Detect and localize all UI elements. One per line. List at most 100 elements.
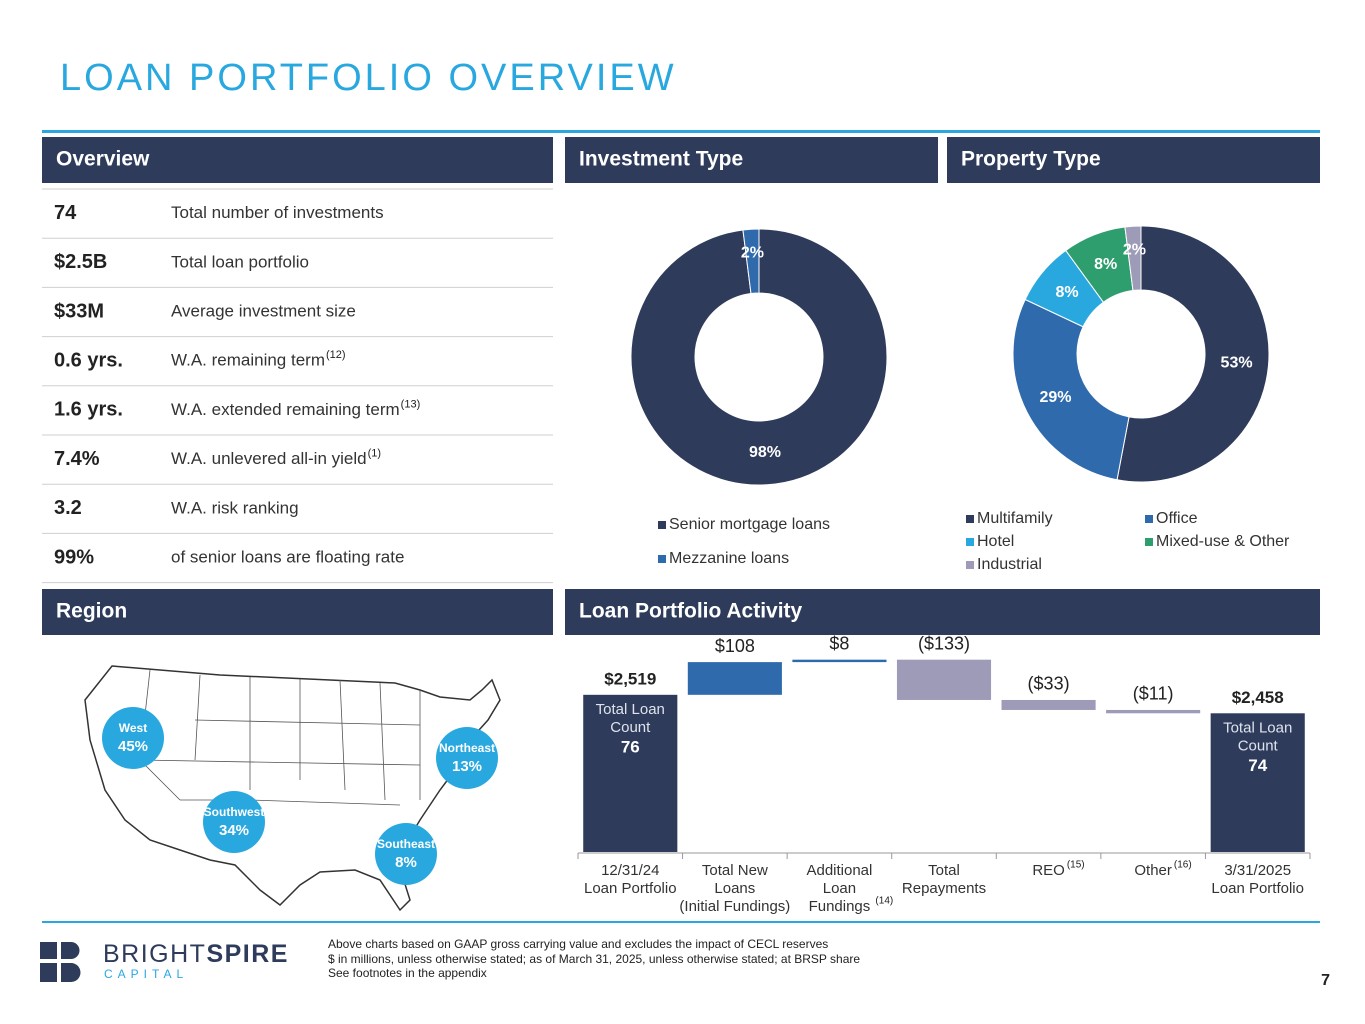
overview-value: $33M xyxy=(54,300,104,322)
overview-value: 3.2 xyxy=(54,497,82,519)
header-box xyxy=(565,589,1320,635)
waterfall-bar xyxy=(1001,699,1096,710)
overview-value: 99% xyxy=(54,546,94,568)
x-tick-label: 12/31/24 Loan Portfolio xyxy=(584,862,677,897)
value-label: $2,458 xyxy=(1232,688,1284,707)
bottom-rule xyxy=(42,921,1320,923)
waterfall-bar xyxy=(792,659,887,663)
legend-swatch xyxy=(966,538,974,546)
legend-label: Office xyxy=(1156,510,1198,527)
overview-value: 7.4% xyxy=(54,448,100,470)
region-name: Southwest xyxy=(204,805,265,819)
count-label: Total Loan Count xyxy=(596,701,665,736)
section-header: Region xyxy=(56,600,127,623)
region-share: 8% xyxy=(395,854,417,871)
section-header: Loan Portfolio Activity xyxy=(579,600,803,623)
donut-slice xyxy=(1116,225,1270,483)
header-box xyxy=(565,137,938,183)
waterfall-bar xyxy=(1106,709,1201,714)
overview-label: of senior loans are floating rate xyxy=(171,547,404,566)
overview-label: Total loan portfolio xyxy=(171,252,309,271)
region-name: Southeast xyxy=(377,837,435,851)
slice-label: 29% xyxy=(1039,389,1071,406)
logo-mark xyxy=(40,942,81,982)
header-box xyxy=(42,137,553,183)
page-number: 7 xyxy=(1321,972,1330,989)
donut-slice xyxy=(1124,225,1142,292)
legend-label: Mixed-use & Other xyxy=(1156,533,1290,550)
region-bubble xyxy=(436,727,498,789)
legend-label: Multifamily xyxy=(977,510,1053,527)
slice-label: 2% xyxy=(1123,241,1146,258)
waterfall-bar xyxy=(896,659,992,700)
overview-value: 0.6 yrs. xyxy=(54,349,123,371)
region-bubble xyxy=(375,823,437,885)
header-box xyxy=(42,589,553,635)
x-tick-label: Additional Loan Fundings xyxy=(806,862,872,915)
us-map xyxy=(84,665,501,912)
overview-label: W.A. remaining term xyxy=(171,351,325,370)
page-title: LOAN PORTFOLIO OVERVIEW xyxy=(60,57,677,99)
legend-swatch xyxy=(658,555,666,563)
overview-label: W.A. extended remaining term xyxy=(171,400,400,419)
footer-note: $ in millions, unless otherwise stated; … xyxy=(328,952,860,966)
waterfall-bar xyxy=(583,694,678,852)
value-label: ($11) xyxy=(1133,684,1174,704)
section-header: Property Type xyxy=(961,148,1101,171)
donut-slice xyxy=(742,228,760,295)
overview-value: 74 xyxy=(54,202,77,224)
logo-spire: SPIRE xyxy=(206,940,289,968)
slice-label: 98% xyxy=(749,444,781,461)
logo-text: BRIGHTSPIRE xyxy=(103,940,289,968)
x-tick-label: REO xyxy=(1032,862,1065,879)
legend-label: Industrial xyxy=(977,556,1042,573)
x-tick-note: (14) xyxy=(875,896,893,907)
value-label: $2,519 xyxy=(604,669,656,688)
value-label: ($133) xyxy=(918,633,970,653)
slice-label: 2% xyxy=(741,244,764,261)
value-label: $108 xyxy=(715,636,755,656)
legend-swatch xyxy=(658,521,666,529)
region-share: 13% xyxy=(452,758,482,775)
legend-swatch xyxy=(1145,538,1153,546)
region-name: West xyxy=(119,721,147,735)
x-tick-note: (15) xyxy=(1067,860,1085,871)
overview-note: (12) xyxy=(326,349,346,361)
value-label: $8 xyxy=(829,633,849,653)
footer-note: See footnotes in the appendix xyxy=(328,966,487,980)
waterfall-bar xyxy=(687,662,782,695)
count-value: 76 xyxy=(621,737,640,756)
legend-swatch xyxy=(966,561,974,569)
x-tick-label: Total Repayments xyxy=(902,862,986,897)
slice-label: 8% xyxy=(1094,256,1117,273)
section-header: Investment Type xyxy=(579,148,743,171)
x-tick-note: (16) xyxy=(1174,860,1192,871)
region-bubble xyxy=(102,707,164,769)
region-bubble xyxy=(203,791,265,853)
waterfall-bar xyxy=(1210,713,1305,852)
legend-swatch xyxy=(966,515,974,523)
overview-label: Total number of investments xyxy=(171,203,384,222)
overview-note: (1) xyxy=(368,448,381,460)
overview-label: W.A. risk ranking xyxy=(171,498,299,517)
slice-label: 8% xyxy=(1055,284,1078,301)
overview-label: Average investment size xyxy=(171,301,356,320)
footer-note: Above charts based on GAAP gross carryin… xyxy=(328,937,828,951)
x-tick-label: Total New Loans (Initial Fundings) xyxy=(679,862,790,915)
legend-label: Mezzanine loans xyxy=(669,550,789,567)
count-value: 74 xyxy=(1248,756,1267,775)
legend-label: Senior mortgage loans xyxy=(669,516,830,533)
overview-label: W.A. unlevered all-in yield xyxy=(171,449,367,468)
header-box xyxy=(947,137,1320,183)
slice-label: 53% xyxy=(1221,354,1253,371)
overview-note: (13) xyxy=(401,398,421,410)
x-tick-label: Other xyxy=(1134,862,1172,879)
overview-value: $2.5B xyxy=(54,251,107,273)
donut-slice xyxy=(1012,298,1130,481)
logo-capital: CAPITAL xyxy=(104,967,188,981)
legend-swatch xyxy=(1145,515,1153,523)
x-tick-label: 3/31/2025 Loan Portfolio xyxy=(1211,862,1304,897)
top-rule xyxy=(42,130,1320,133)
